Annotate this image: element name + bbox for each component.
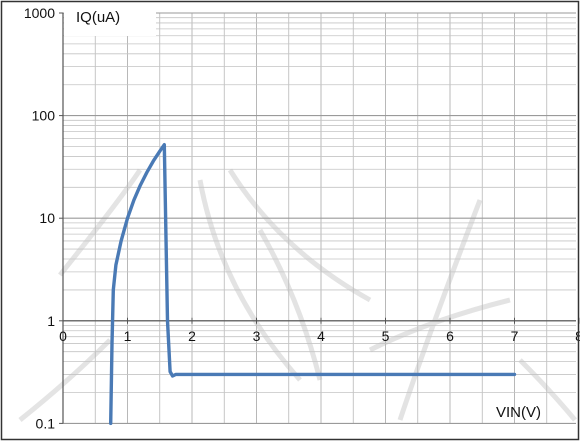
y-tick-label: 10 [39,210,55,226]
x-tick-label: 3 [253,328,261,344]
x-tick-label: 6 [446,328,454,344]
y-tick-label: 100 [32,108,56,124]
x-tick-label: 7 [511,328,519,344]
series-layer [108,142,517,426]
ylabel-backing [64,3,156,36]
y-tick-label: 0.1 [36,415,56,431]
x-tick-label: 4 [317,328,325,344]
x-tick-label: 1 [124,328,132,344]
x-tick-label: 5 [382,328,390,344]
x-tick-label: 8 [575,328,580,344]
y-axis-label: IQ(uA) [76,9,120,26]
y-tick-label: 1 [47,313,55,329]
series-line [108,142,517,426]
x-tick-label: 0 [59,328,67,344]
x-axis-label: VIN(V) [496,404,541,421]
x-tick-label: 2 [188,328,196,344]
y-tick-label: 1000 [24,5,55,21]
